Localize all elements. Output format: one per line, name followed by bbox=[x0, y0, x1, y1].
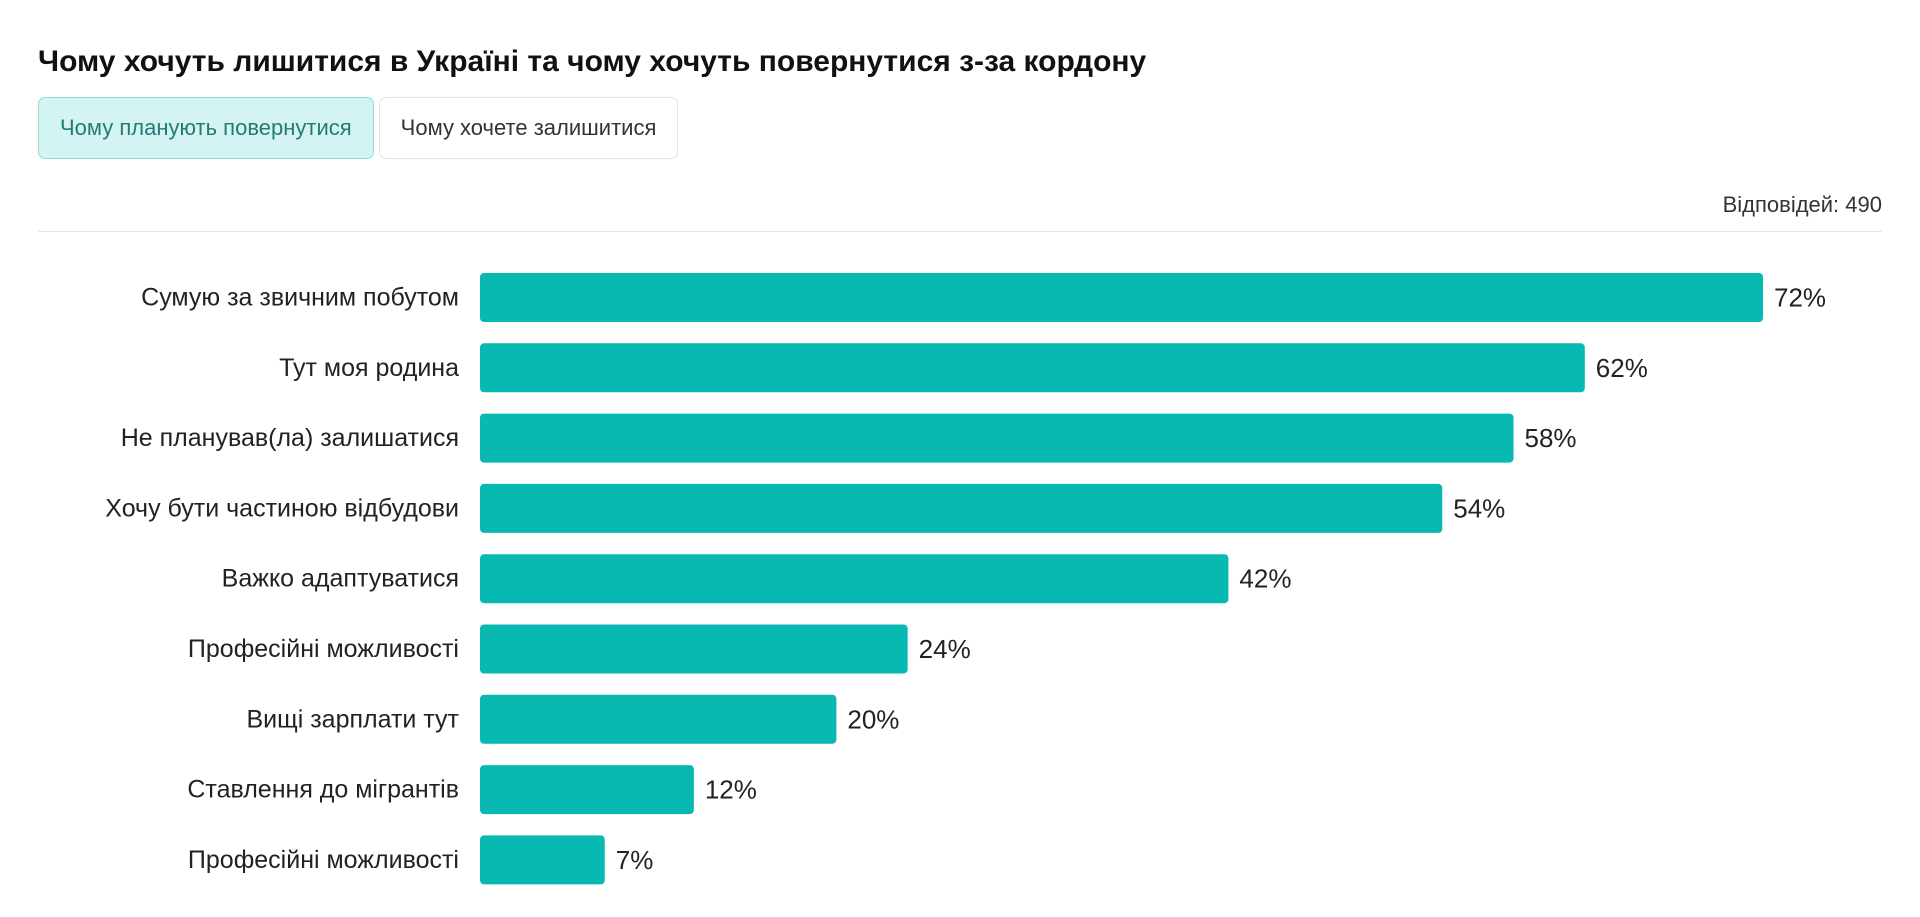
bar[interactable] bbox=[480, 413, 1514, 463]
value-label: 20% bbox=[847, 704, 899, 734]
page-title: Чому хочуть лишитися в Україні та чому х… bbox=[38, 45, 1147, 78]
tab-why-stay[interactable]: Чому хочете залишитися bbox=[378, 97, 679, 159]
bar[interactable] bbox=[480, 273, 1763, 322]
category-label: Професійні можливості bbox=[188, 846, 459, 874]
category-label: Ставлення до мігрантів bbox=[187, 776, 459, 804]
category-label: Сумую за звичним побутом bbox=[141, 284, 459, 312]
bar[interactable] bbox=[480, 624, 908, 674]
value-label: 24% bbox=[919, 634, 971, 664]
tab-bar: Чому планують повернутися Чому хочете за… bbox=[38, 97, 679, 159]
category-label: Вищі зарплати тут bbox=[247, 705, 460, 733]
bar[interactable] bbox=[480, 343, 1585, 393]
bar[interactable] bbox=[480, 483, 1443, 533]
divider bbox=[38, 231, 1882, 232]
bar[interactable] bbox=[480, 554, 1229, 604]
category-label: Тут моя родина bbox=[279, 354, 459, 382]
value-label: 72% bbox=[1774, 283, 1826, 313]
bar[interactable] bbox=[480, 835, 605, 885]
category-label: Професійні можливості bbox=[188, 635, 459, 663]
value-label: 42% bbox=[1239, 564, 1291, 594]
value-label: 7% bbox=[616, 845, 654, 875]
responses-count: Відповідей: 490 bbox=[1722, 192, 1882, 217]
category-label: Важко адаптуватися bbox=[222, 565, 459, 593]
bar[interactable] bbox=[480, 694, 837, 744]
tab-why-return[interactable]: Чому планують повернутися bbox=[38, 97, 374, 159]
category-label: Не планував(ла) залишатися bbox=[121, 424, 459, 452]
value-label: 12% bbox=[705, 775, 757, 805]
value-label: 62% bbox=[1596, 353, 1648, 383]
value-label: 58% bbox=[1525, 423, 1577, 453]
category-label: Хочу бути частиною відбудови bbox=[105, 494, 459, 522]
bar[interactable] bbox=[480, 765, 694, 815]
value-label: 54% bbox=[1453, 493, 1505, 523]
